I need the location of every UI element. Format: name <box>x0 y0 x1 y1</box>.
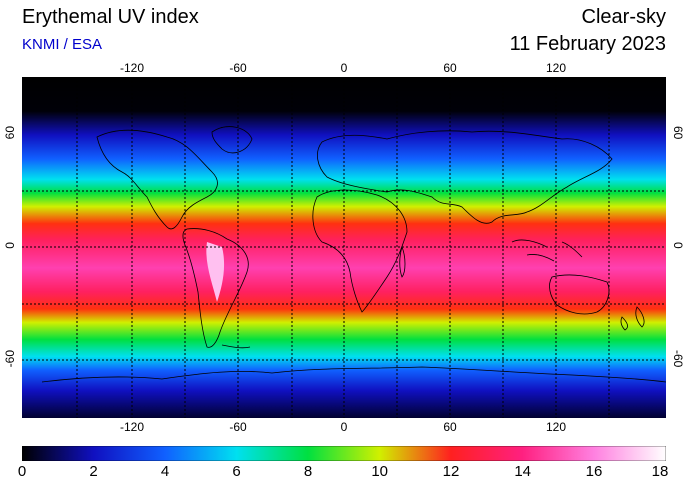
colorbar-label: 16 <box>585 463 603 480</box>
lat-tick-left: -60 <box>3 350 17 368</box>
lon-tick-bottom: -60 <box>229 420 247 434</box>
lon-tick-top: 60 <box>443 61 457 75</box>
coastlines <box>41 126 666 383</box>
colorbar-label: 12 <box>442 463 460 480</box>
colorbar-label: 10 <box>371 463 389 480</box>
lat-tick-right: 60 <box>671 126 685 140</box>
colorbar-label: 4 <box>160 463 170 480</box>
colorbar-label: 0 <box>17 463 27 480</box>
lon-tick-bottom: 120 <box>545 420 567 434</box>
credit-label: KNMI / ESA <box>22 36 103 53</box>
lon-tick-top: -60 <box>229 61 247 75</box>
uv-colorbar <box>22 446 666 461</box>
lon-tick-bottom: -120 <box>119 420 145 434</box>
colorbar-fill <box>22 446 666 461</box>
colorbar-label: 18 <box>651 463 669 480</box>
lon-tick-top: 0 <box>340 61 348 75</box>
graticule <box>22 77 666 418</box>
lon-tick-top: -120 <box>119 61 145 75</box>
date-label: 11 February 2023 <box>509 33 666 55</box>
lat-tick-right: 0 <box>671 242 685 249</box>
andes-high-uv <box>206 242 225 302</box>
colorbar-label: 6 <box>232 463 241 480</box>
lat-tick-left: 0 <box>3 242 17 249</box>
lon-tick-bottom: 60 <box>443 420 457 434</box>
lon-tick-bottom: 0 <box>340 420 348 434</box>
colorbar-label: 8 <box>303 463 313 480</box>
colorbar-label: 2 <box>89 463 98 480</box>
colorbar-label: 14 <box>514 463 532 480</box>
uv-index-map <box>22 77 666 418</box>
lon-tick-top: 120 <box>545 61 567 75</box>
sky-condition-label: Clear-sky <box>581 6 666 28</box>
lat-tick-left: 60 <box>3 126 17 140</box>
lat-tick-right: -60 <box>671 350 685 368</box>
map-title: Erythemal UV index <box>22 6 199 28</box>
